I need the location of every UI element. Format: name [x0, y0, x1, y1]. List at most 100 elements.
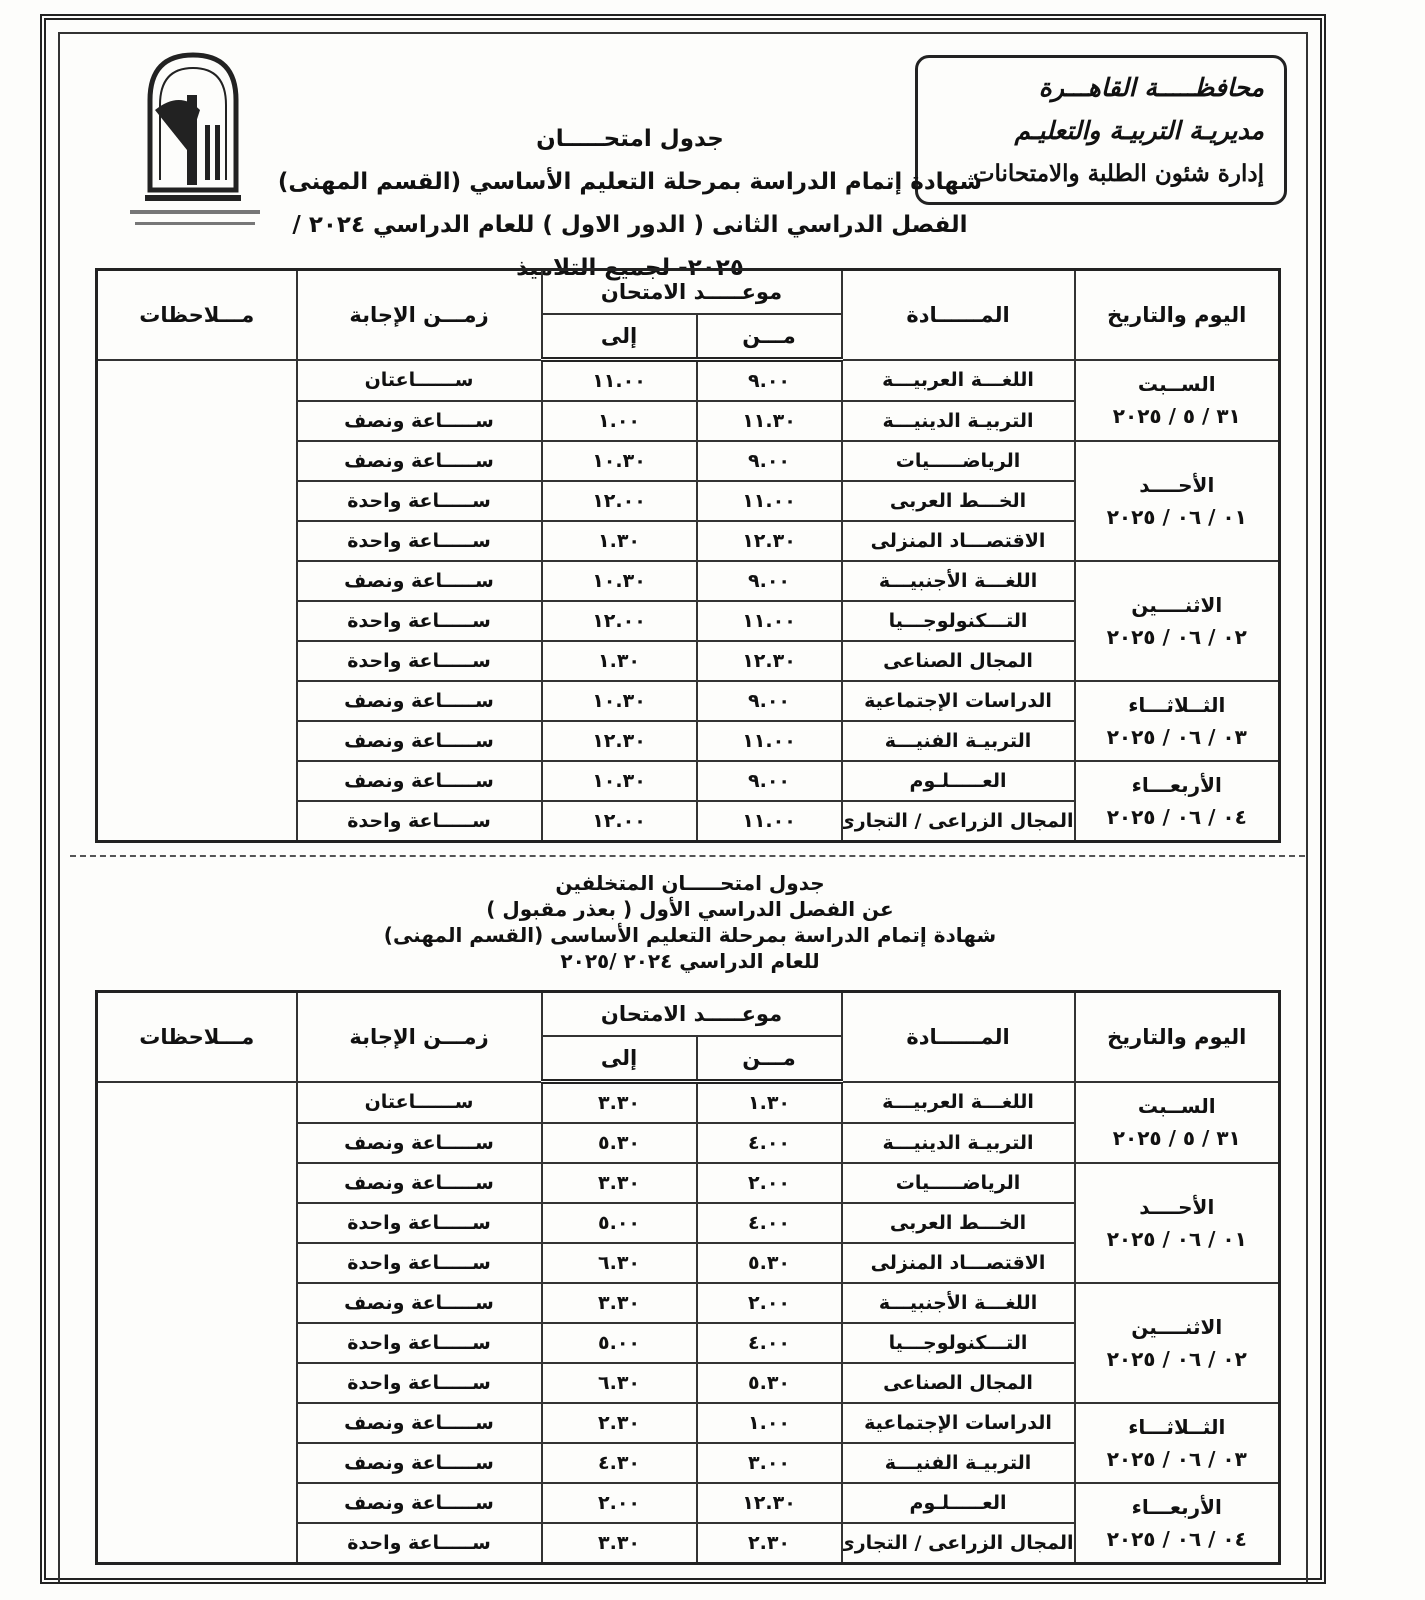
duration: ســـــاعة ونصف — [295, 1442, 543, 1484]
day-cell: الثــلاثـــاء ٠٣ / ٠٦ / ٢٠٢٥ — [1073, 680, 1281, 762]
from-time: ٢.٠٠ — [695, 1282, 843, 1324]
from-time: ٩.٠٠ — [695, 358, 843, 402]
from-time: ٤.٠٠ — [695, 1202, 843, 1244]
to-time: ١٢.٣٠ — [540, 720, 698, 762]
day: الثــلاثـــاء — [1128, 1415, 1226, 1439]
date: ٠٤ / ٠٦ / ٢٠٢٥ — [1106, 1527, 1247, 1551]
from-time: ١١.٠٠ — [695, 720, 843, 762]
notes-cell — [95, 358, 298, 843]
to-time: ٣.٣٠ — [540, 1522, 698, 1565]
from-time: ٩.٠٠ — [695, 560, 843, 602]
duration: ســـــاعة واحدة — [295, 1322, 543, 1364]
row: المجال الصناعى ١٢.٣٠ ١.٣٠ ســـــاعة واحدة — [97, 640, 1280, 682]
subject: الدراسات الإجتماعية — [840, 1402, 1076, 1444]
row: الخـــط العربى ٤.٠٠ ٥.٠٠ ســـــاعة واحدة — [97, 1202, 1280, 1244]
row: الاقتصـــاد المنزلى ٥.٣٠ ٦.٣٠ ســـــاعة واح… — [97, 1242, 1280, 1284]
row: الأربعـــاء ٠٤ / ٠٦ / ٢٠٢٥ العـــــلـوم ١٢.… — [97, 1482, 1281, 1565]
subject: العـــــلـوم — [840, 1482, 1076, 1524]
header-row: اليوم والتاريخ المــــــادة موعـــــد الام… — [95, 268, 1281, 361]
row: الاثنــــين ٠٢ / ٠٦ / ٢٠٢٥ اللغـــة الأجنب… — [97, 560, 1281, 682]
org-line: مديريـة التربيـة والتعليـم — [1014, 116, 1264, 145]
to-time: ١٢.٠٠ — [540, 600, 698, 642]
col-header: زمـــن الإجابة — [295, 268, 543, 361]
title-line: جدول امتحـــــان — [536, 126, 724, 152]
from-time: ١٢.٣٠ — [695, 640, 843, 682]
logo — [130, 52, 260, 225]
to-time: ٢.٠٠ — [540, 1482, 698, 1524]
to-time: ١٠.٣٠ — [540, 760, 698, 802]
row: الخـــط العربى ١١.٠٠ ١٢.٠٠ ســـــاعة واحدة — [97, 480, 1280, 522]
day: الأحــــد — [1139, 1195, 1215, 1219]
day-cell: الثــلاثـــاء ٠٣ / ٠٦ / ٢٠٢٥ — [1073, 1402, 1281, 1484]
to-time: ٣.٣٠ — [540, 1162, 698, 1204]
duration: ســـــاعة واحدة — [295, 640, 543, 682]
subject: المجال الصناعى — [840, 640, 1076, 682]
duration: ســــــاعتان — [295, 1080, 543, 1124]
day: الأربعـــاء — [1131, 1495, 1222, 1519]
duration: ســــــاعتان — [295, 358, 543, 402]
day: الســبت — [1137, 1094, 1216, 1119]
col-header: المــــــادة — [840, 990, 1076, 1083]
to-time: ١٢.٠٠ — [540, 480, 698, 522]
from-time: ١١.٠٠ — [695, 600, 843, 642]
from-time: ١٢.٣٠ — [695, 520, 843, 562]
date: ٠٤ / ٠٦ / ٢٠٢٥ — [1106, 805, 1247, 829]
table-body: الســبت ٣١ / ٥ / ٢٠٢٥ اللغـــة العربيـــة ١… — [95, 1080, 1281, 1565]
date: ٠٢ / ٠٦ / ٢٠٢٥ — [1106, 625, 1247, 649]
row: الثــلاثـــاء ٠٣ / ٠٦ / ٢٠٢٥ الدراسات الإج… — [97, 680, 1281, 762]
from-time: ١.٣٠ — [695, 1080, 843, 1124]
row: الاقتصـــاد المنزلى ١٢.٣٠ ١.٣٠ ســـــاعة وا… — [97, 520, 1280, 562]
row: التربيـة الفنيـــة ٣.٠٠ ٤.٣٠ ســـــاعة ونصف — [97, 1442, 1280, 1484]
duration: ســـــاعة ونصف — [295, 560, 543, 602]
from-time: ١١.٠٠ — [695, 800, 843, 843]
day: الاثنــــين — [1131, 593, 1223, 617]
from-time: ٥.٣٠ — [695, 1242, 843, 1284]
schedule-table: اليوم والتاريخ المــــــادة موعـــــد الام… — [95, 990, 1282, 1565]
from-time: ٤.٠٠ — [695, 1322, 843, 1364]
row: الأحــــد ٠١ / ٠٦ / ٢٠٢٥ الرياضـــــيات ٩.٠… — [97, 440, 1281, 562]
table-head: اليوم والتاريخ المــــــادة موعـــــد الام… — [95, 990, 1281, 1084]
from-time: ١.٠٠ — [695, 1402, 843, 1444]
col-header: اليوم والتاريخ — [1073, 268, 1281, 361]
from-time: ٣.٠٠ — [695, 1442, 843, 1484]
to-time: ١٢.٠٠ — [540, 800, 698, 843]
row: التـــكنولوجـــيا ٤.٠٠ ٥.٠٠ ســـــاعة واحدة — [97, 1322, 1280, 1364]
to-time: ٥.٣٠ — [540, 1122, 698, 1164]
inner-frame — [58, 32, 1308, 1582]
from-time: ٢.٣٠ — [695, 1522, 843, 1565]
col-header: موعـــــد الامتحان — [540, 990, 843, 1037]
from-time: ١١.٣٠ — [695, 400, 843, 442]
date: ٠١ / ٠٦ / ٢٠٢٥ — [1106, 505, 1247, 529]
day-cell: الأحــــد ٠١ / ٠٦ / ٢٠٢٥ — [1073, 1162, 1281, 1284]
duration: ســـــاعة ونصف — [295, 1402, 543, 1444]
to-time: ١.٣٠ — [540, 640, 698, 682]
day-cell: الأربعـــاء ٠٤ / ٠٦ / ٢٠٢٥ — [1073, 1482, 1281, 1565]
row: التربيـة الدينيـــة ١١.٣٠ ١.٠٠ ســـــاعة ون… — [97, 400, 1280, 442]
table-body: الســبت ٣١ / ٥ / ٢٠٢٥ اللغـــة العربيـــة ٩… — [95, 358, 1281, 843]
to-time: ١.٠٠ — [540, 400, 698, 442]
duration: ســـــاعة واحدة — [295, 800, 543, 843]
title-line: شهادة إتمام الدراسة بمرحلة التعليم الأسا… — [277, 169, 983, 195]
to-time: ١.٣٠ — [540, 520, 698, 562]
duration: ســـــاعة واحدة — [295, 480, 543, 522]
to-time: ٣.٣٠ — [540, 1080, 698, 1124]
day: الأحــــد — [1139, 473, 1215, 497]
subject: اللغـــة الأجنبيـــة — [840, 560, 1076, 602]
to-time: ٢.٣٠ — [540, 1402, 698, 1444]
from-time: ٥.٣٠ — [695, 1362, 843, 1404]
duration: ســـــاعة واحدة — [295, 1522, 543, 1565]
row: الثــلاثـــاء ٠٣ / ٠٦ / ٢٠٢٥ الدراسات الإج… — [97, 1402, 1281, 1484]
row: المجال الصناعى ٥.٣٠ ٦.٣٠ ســـــاعة واحدة — [97, 1362, 1280, 1404]
header-row: مـــن إلى — [97, 1035, 1280, 1084]
subject: الاقتصـــاد المنزلى — [840, 520, 1076, 562]
day-cell: الاثنــــين ٠٢ / ٠٦ / ٢٠٢٥ — [1073, 560, 1281, 682]
org-box: محافظـــــة القاهـــرة مديريـة التربيـة … — [915, 55, 1287, 205]
subject: المجال الصناعى — [840, 1362, 1076, 1404]
to-time: ١٠.٣٠ — [540, 560, 698, 602]
to-time: ٥.٠٠ — [540, 1202, 698, 1244]
duration: ســـــاعة ونصف — [295, 720, 543, 762]
duration: ســـــاعة واحدة — [295, 1242, 543, 1284]
subject: التربيـة الدينيـــة — [840, 400, 1076, 442]
title-line: شهادة إتمام الدراسة بمرحلة التعليم الأسا… — [383, 923, 997, 947]
